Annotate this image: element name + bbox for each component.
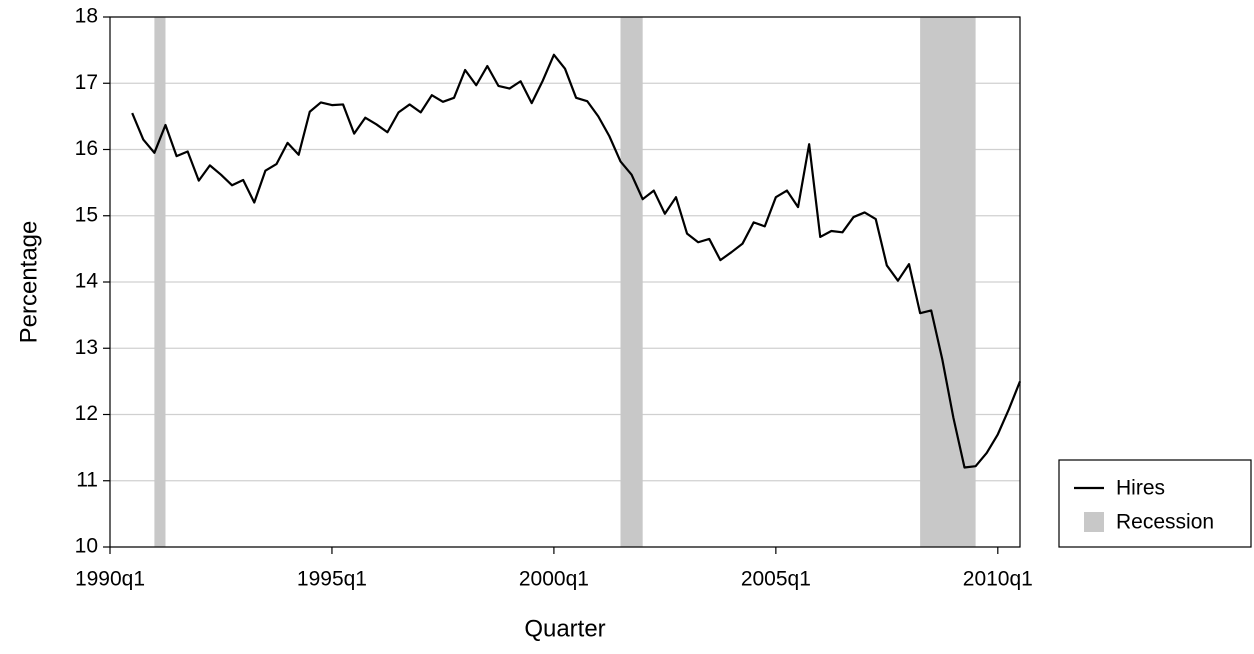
y-tick-label: 16 <box>75 137 98 160</box>
y-tick-label: 12 <box>75 402 98 425</box>
y-tick-label: 14 <box>75 270 99 293</box>
recession-band <box>154 17 166 547</box>
legend-box <box>1058 459 1252 548</box>
y-axis-label: Percentage <box>15 221 42 344</box>
y-tick-label: 18 <box>75 5 98 28</box>
legend-label: Recession <box>1116 511 1214 534</box>
recession-band <box>920 17 976 547</box>
x-tick-label: 1990q1 <box>75 568 145 591</box>
x-axis-label: Quarter <box>524 615 605 642</box>
y-tick-label: 15 <box>75 203 98 226</box>
x-tick-label: 2010q1 <box>963 568 1033 591</box>
y-tick-label: 13 <box>75 336 98 359</box>
legend-label: Hires <box>1116 477 1165 500</box>
legend-swatch <box>1084 512 1104 532</box>
recession-band <box>620 17 643 547</box>
y-tick-label: 10 <box>75 535 98 558</box>
y-tick-label: 17 <box>75 71 98 94</box>
plot-frame <box>109 16 1021 548</box>
hires-line <box>131 53 1022 469</box>
x-tick-label: 2005q1 <box>741 568 811 591</box>
x-tick-label: 1995q1 <box>297 568 367 591</box>
y-tick-label: 11 <box>76 468 98 491</box>
x-tick-label: 2000q1 <box>519 568 589 591</box>
